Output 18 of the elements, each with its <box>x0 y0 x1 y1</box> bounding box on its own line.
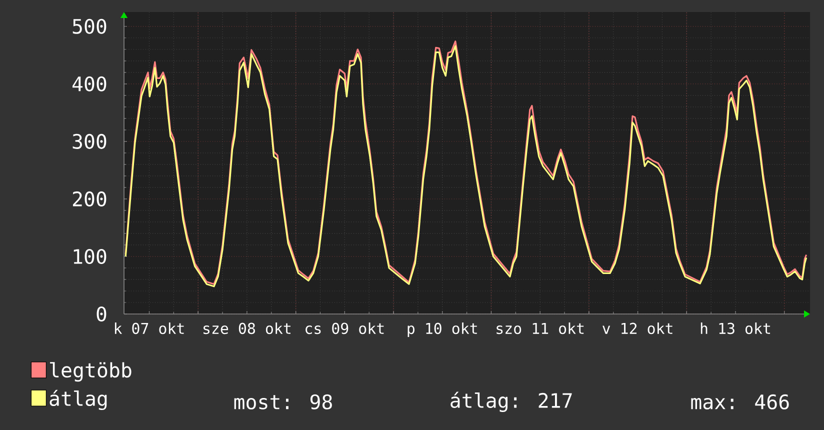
y-tick-label: 0 <box>96 306 106 322</box>
y-tick-label: 100 <box>74 248 106 264</box>
legend-label: legtöbb <box>50 362 132 382</box>
text: max: 466 <box>691 394 789 410</box>
y-tick-label: 300 <box>72 134 106 149</box>
y-tick-label: 400 <box>72 76 106 92</box>
x-tick-label: p 10 okt <box>408 322 477 337</box>
text: átlag: 217 <box>450 392 572 412</box>
x-tick-label: v 12 okt <box>602 322 672 334</box>
y-tick-label: 500 <box>72 18 106 34</box>
legend-label: átlag <box>50 390 107 410</box>
y-tick-label: 200 <box>72 191 106 206</box>
x-tick-label: szo 11 okt <box>496 322 584 334</box>
x-tick-label: k 07 okt <box>114 322 184 334</box>
x-tick-label: sze 08 okt <box>204 322 290 334</box>
x-tick-label: cs 09 okt <box>306 322 384 334</box>
x-tick-label: h 13 okt <box>700 322 770 334</box>
text: most: 98 <box>234 394 332 410</box>
